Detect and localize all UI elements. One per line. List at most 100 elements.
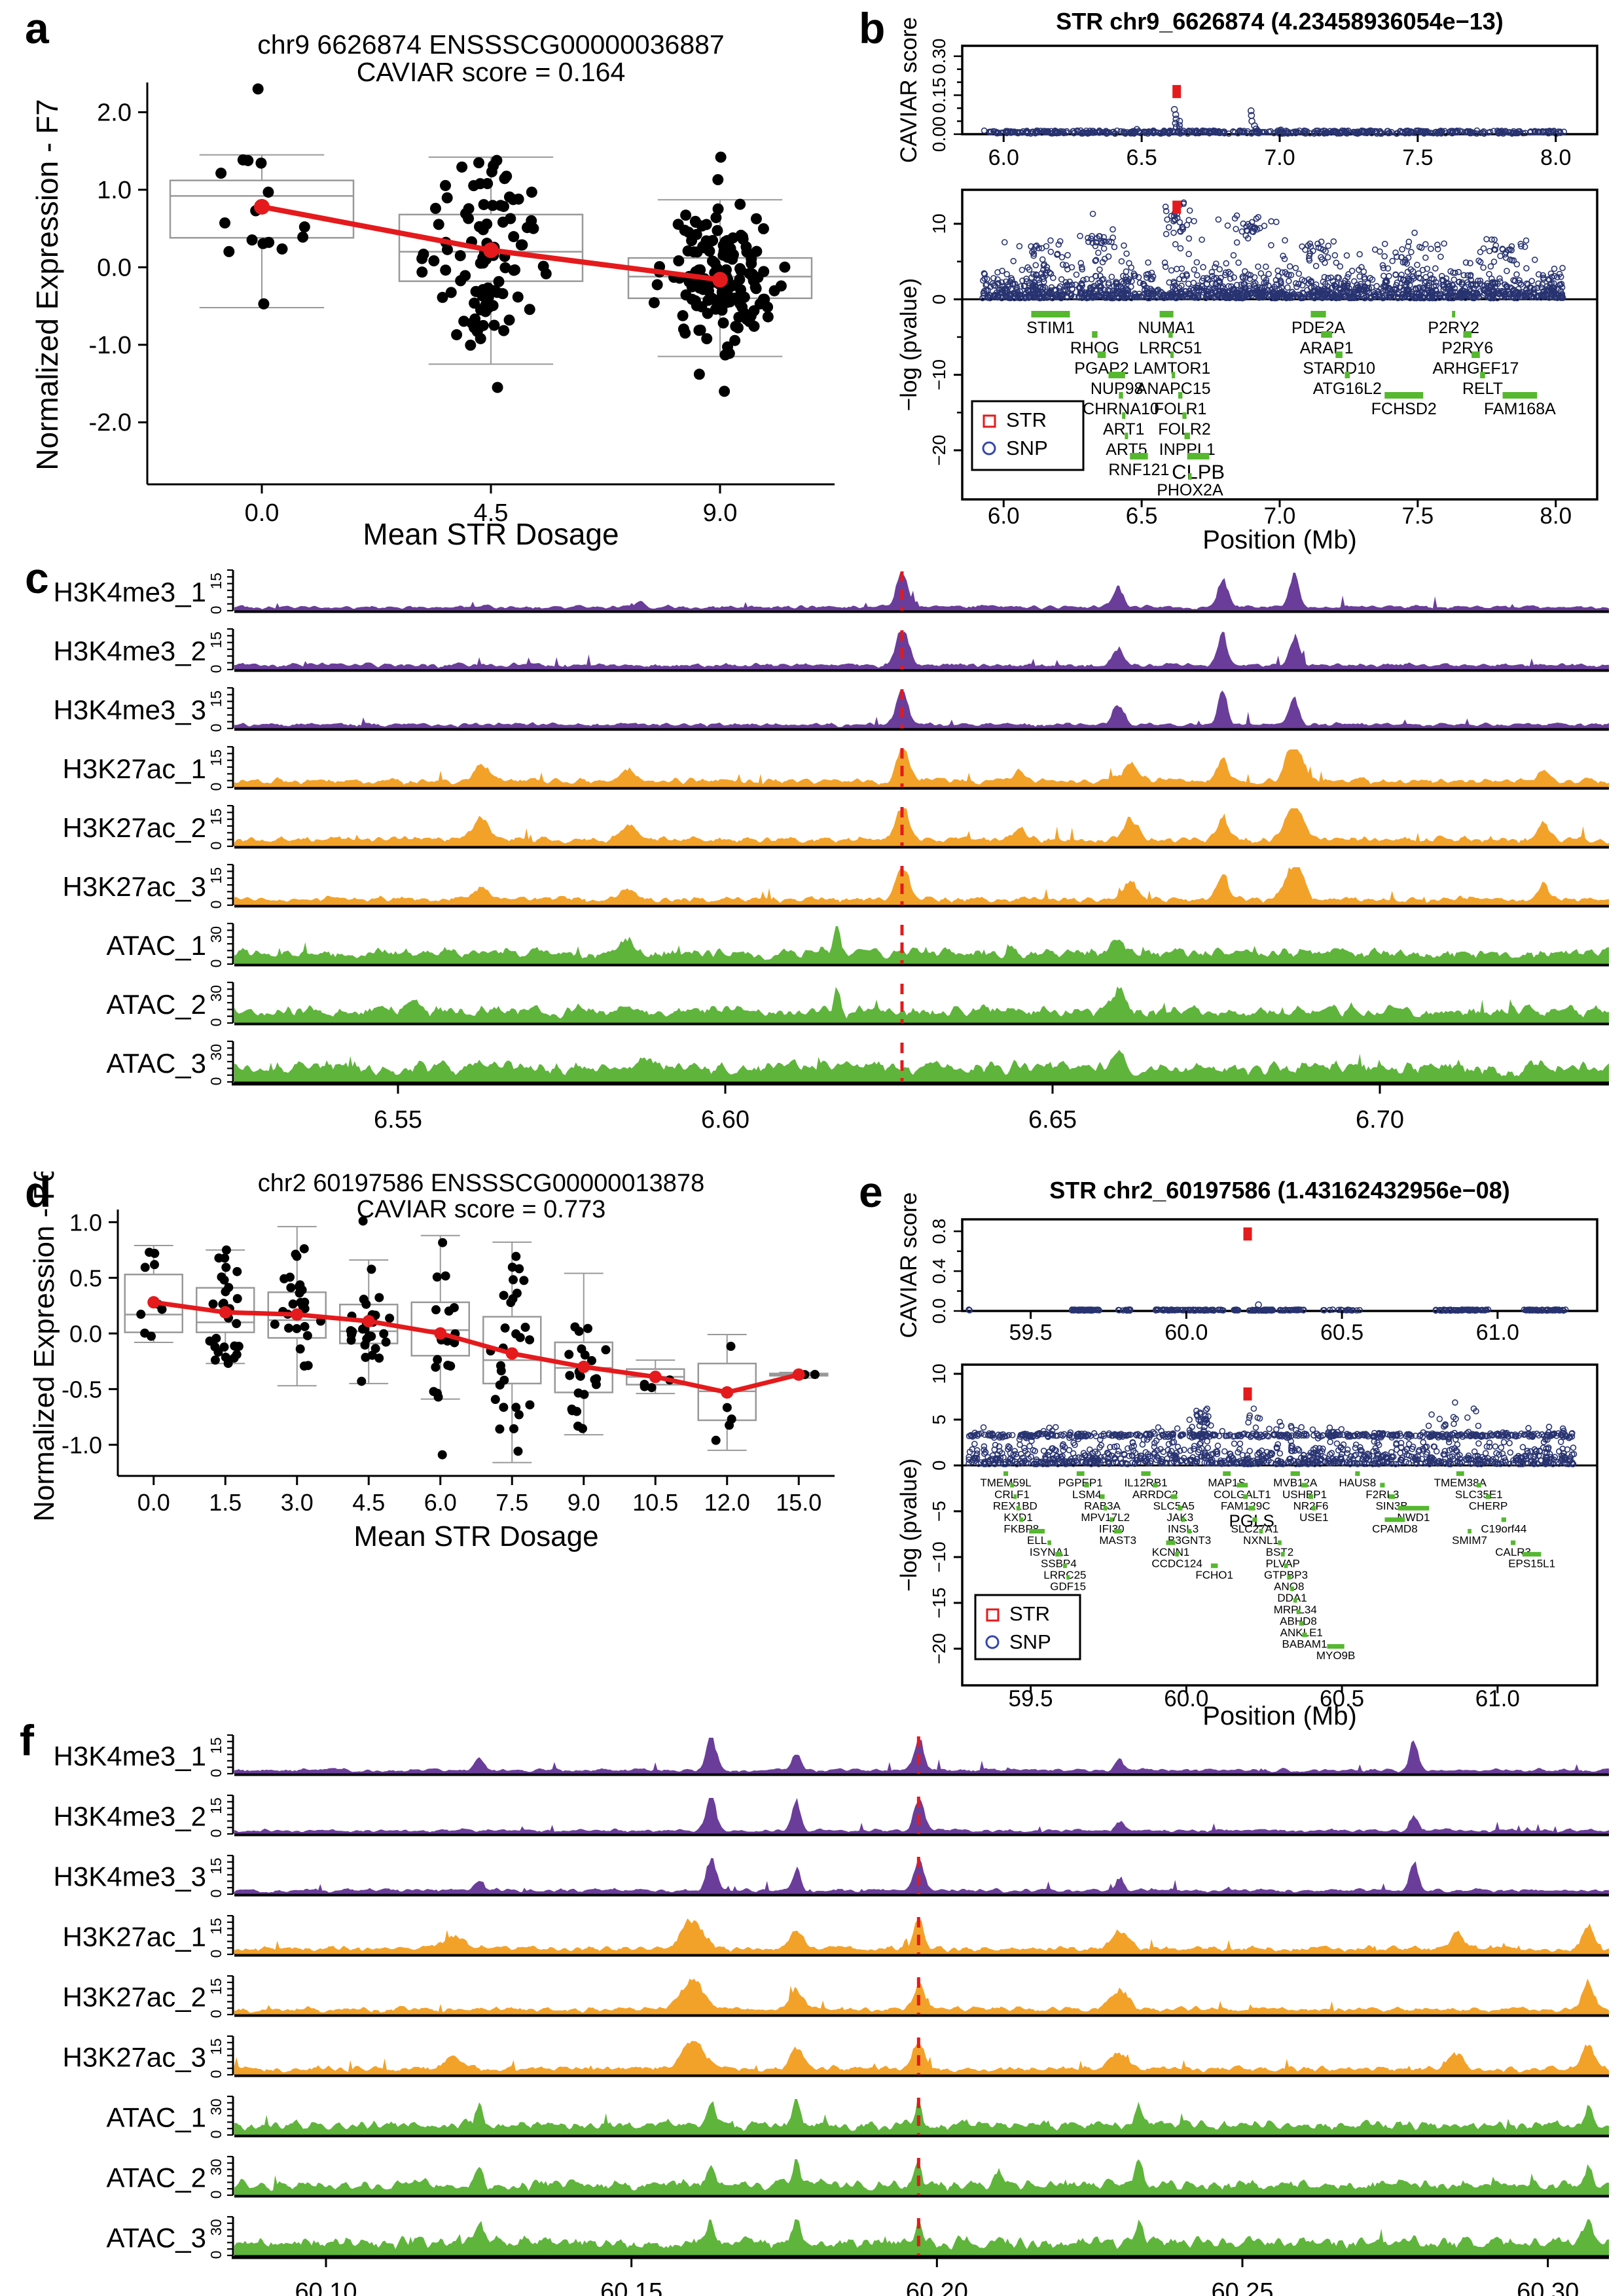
svg-text:0: 0 [208, 1018, 225, 1027]
svg-text:4.5: 4.5 [474, 499, 509, 527]
mean-trend-line [147, 1296, 805, 1399]
gene-label-BST2: BST2 [1266, 1546, 1294, 1558]
svg-text:9.0: 9.0 [703, 499, 738, 527]
track-H3K27ac_3: H3K27ac_30 15 [63, 863, 1609, 908]
svg-text:Position (Mb): Position (Mb) [1202, 526, 1357, 554]
svg-text:−log (pvalue): −log (pvalue) [896, 278, 922, 411]
svg-text:0.0: 0.0 [97, 254, 132, 281]
gene-label-STIM1: STIM1 [1026, 319, 1075, 337]
gene-label-ARAP1: ARAP1 [1300, 339, 1354, 357]
gene-label-GDF15: GDF15 [1050, 1581, 1086, 1593]
gene-label-GTPBP3: GTPBP3 [1264, 1569, 1308, 1581]
gene-label-LRRC25: LRRC25 [1043, 1569, 1086, 1581]
svg-text:−15: −15 [929, 1587, 949, 1619]
svg-text:ATAC_1: ATAC_1 [107, 930, 207, 961]
chart-title: STR chr9_6626874 (4.23458936054e−13) [1056, 8, 1504, 35]
gene-label-HAUS8: HAUS8 [1339, 1477, 1377, 1489]
panel-label-d: d [25, 1168, 52, 1216]
svg-text:3.0: 3.0 [281, 1489, 314, 1516]
gene-label-RAB3A: RAB3A [1084, 1499, 1121, 1512]
gene-label-CLPB: CLPB [1172, 460, 1225, 483]
gene-label-CHRNA10: CHRNA10 [1083, 400, 1159, 418]
gene-label-P2RY2: P2RY2 [1428, 319, 1479, 337]
svg-text:0.00: 0.00 [929, 117, 949, 152]
gene-label-CPAMD8: CPAMD8 [1372, 1523, 1418, 1535]
gene-label-ISYNA1: ISYNA1 [1030, 1546, 1069, 1558]
svg-text:15.0: 15.0 [776, 1489, 821, 1516]
gene-label-EPS15L1: EPS15L1 [1508, 1557, 1555, 1570]
gene-label-ART1: ART1 [1103, 420, 1144, 439]
svg-text:10: 10 [929, 1363, 949, 1384]
svg-text:H3K4me3_2: H3K4me3_2 [54, 636, 206, 666]
pvalue-str-marker [1243, 1387, 1252, 1401]
svg-text:CAVIAR score = 0.773: CAVIAR score = 0.773 [357, 1196, 606, 1223]
gene-label-MAP1S: MAP1S [1208, 1477, 1246, 1489]
svg-text:Normalized Expression - F6: Normalized Expression - F6 [28, 1172, 60, 1522]
svg-text:1.0: 1.0 [69, 1209, 102, 1236]
svg-text:6.0: 6.0 [424, 1489, 457, 1516]
svg-text:CAVIAR score: CAVIAR score [896, 17, 922, 163]
gene-label-ELL: ELL [1027, 1534, 1047, 1547]
gene-label-MRPL34: MRPL34 [1274, 1604, 1317, 1616]
svg-text:2.0: 2.0 [97, 99, 132, 126]
svg-text:−10: −10 [929, 359, 949, 391]
svg-text:H3K27ac_2: H3K27ac_2 [63, 812, 207, 843]
svg-text:7.0: 7.0 [1264, 145, 1295, 170]
svg-text:0.0: 0.0 [929, 1299, 949, 1324]
pvalue-snp-points [979, 199, 1566, 302]
svg-text:−20: −20 [929, 1633, 949, 1664]
svg-text:0: 0 [208, 724, 225, 732]
pvalue-snp-points [965, 1399, 1578, 1467]
gene-label-NR2F6: NR2F6 [1293, 1499, 1329, 1512]
svg-text:7.0: 7.0 [1264, 503, 1296, 529]
swarm-points [215, 83, 791, 397]
caviar-subplot: 0.0 0.4 0.8 CAVIAR score [896, 1192, 1598, 1338]
gene-label-BABAM1: BABAM1 [1282, 1638, 1327, 1651]
gene-label-FCHSD2: FCHSD2 [1371, 400, 1437, 418]
gene-label-COLGALT1: COLGALT1 [1214, 1488, 1271, 1501]
gene-label-PHOX2A: PHOX2A [1157, 481, 1223, 499]
svg-text:6.60: 6.60 [701, 1106, 749, 1134]
svg-text:0: 0 [208, 783, 225, 791]
svg-text:Normalized Expression - F7: Normalized Expression - F7 [30, 99, 64, 471]
svg-text:-1.0: -1.0 [89, 332, 132, 359]
svg-text:4.5: 4.5 [352, 1489, 385, 1516]
svg-text:15: 15 [208, 573, 225, 590]
panel-b-locus-manhattan: STR chr9_6626874 (4.23458936054e−13) 0.00… [851, 3, 1624, 556]
svg-text:15: 15 [208, 749, 225, 766]
svg-text:CAVIAR score: CAVIAR score [896, 1192, 922, 1338]
gene-label-MYO9B: MYO9B [1316, 1649, 1356, 1662]
svg-text:60.5: 60.5 [1320, 1320, 1363, 1345]
svg-text:−10: −10 [929, 1541, 949, 1573]
panel-d-expression-boxplot: chr2 60197586 ENSSSCG00000013878 CAVIAR s… [20, 1166, 851, 1590]
gene-label-ANAPC15: ANAPC15 [1136, 380, 1211, 398]
caviar-subplot: 0.00 0.150.30 CAVIAR score [896, 17, 1598, 163]
svg-text:8.0: 8.0 [1540, 503, 1572, 529]
svg-text:7.5: 7.5 [1402, 145, 1433, 170]
svg-text:0.4: 0.4 [929, 1259, 949, 1284]
gene-label-SLC5A5: SLC5A5 [1153, 1499, 1195, 1512]
gene-label-IL12RB1: IL12RB1 [1124, 1477, 1167, 1489]
svg-text:10: 10 [929, 213, 949, 234]
svg-text:30: 30 [208, 926, 225, 943]
svg-text:0.0: 0.0 [245, 499, 280, 527]
svg-text:6.70: 6.70 [1356, 1106, 1404, 1134]
gene-label-PGPEP1: PGPEP1 [1058, 1477, 1103, 1489]
gene-label-SLC35E1: SLC35E1 [1455, 1488, 1503, 1501]
gene-annotations: TMEM59LCRLF1REX1BDKXD1FKBP8ELLISYNA1SSBP… [980, 1471, 1555, 1662]
svg-text:6.0: 6.0 [988, 145, 1019, 170]
svg-text:0.15: 0.15 [929, 77, 949, 113]
panel-e-locus-manhattan: STR chr2_60197586 (1.43162432956e−08) 0.0… [851, 1168, 1624, 1731]
swarm-points [136, 1216, 820, 1460]
gene-label-CRLF1: CRLF1 [994, 1488, 1030, 1501]
